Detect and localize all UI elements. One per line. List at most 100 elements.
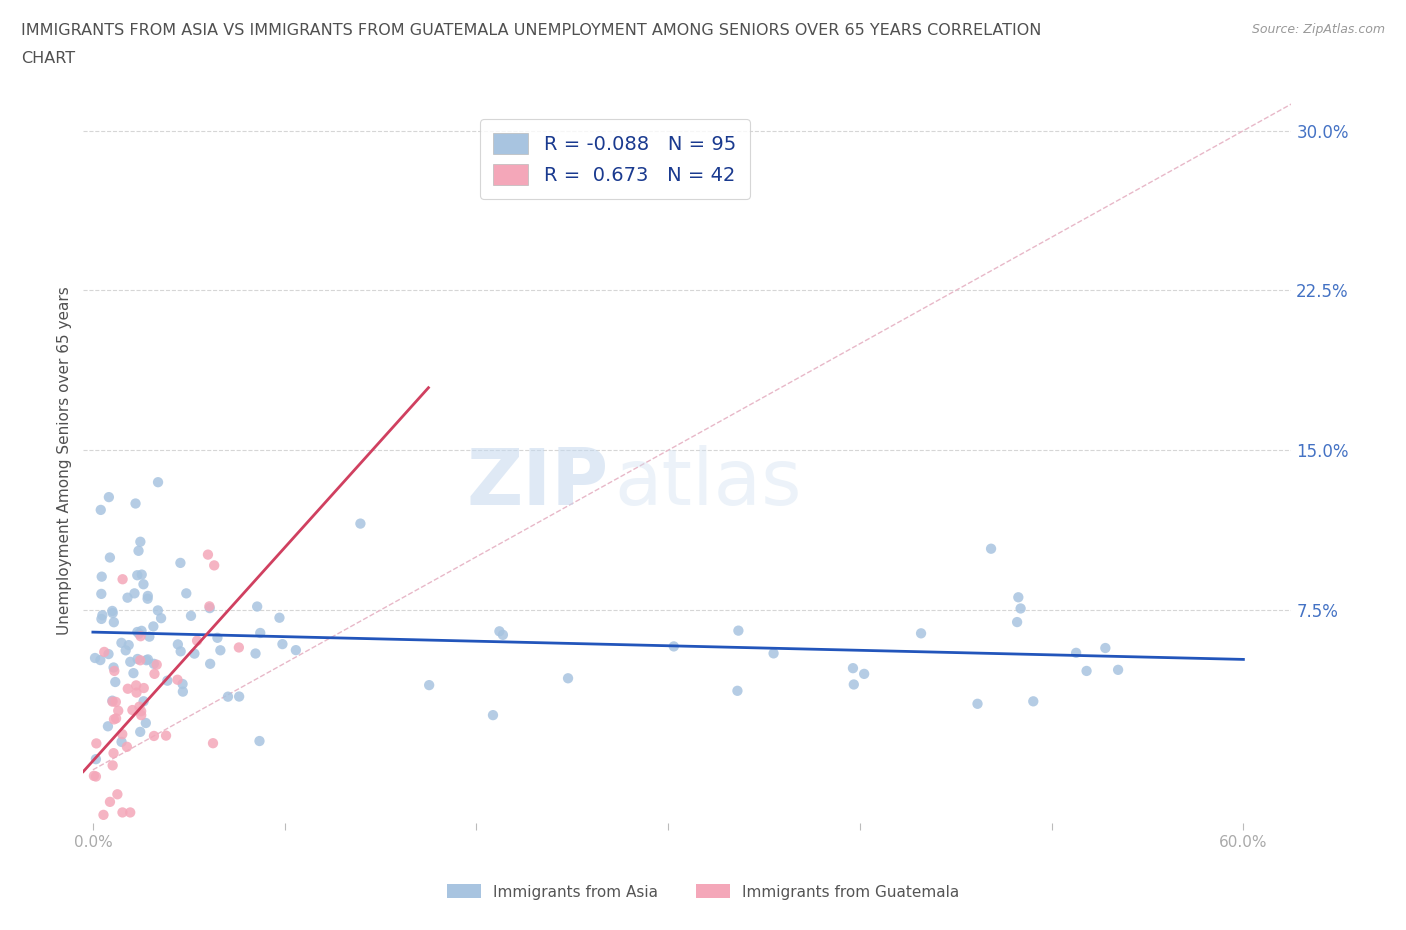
Point <box>91 608 114 623</box>
Point <box>725 684 748 698</box>
Point <box>172 684 194 699</box>
Point <box>169 555 191 570</box>
Point <box>136 589 159 604</box>
Point <box>1005 615 1028 630</box>
Point <box>122 666 145 681</box>
Point <box>111 572 134 587</box>
Point <box>249 734 271 749</box>
Point <box>117 682 139 697</box>
Point <box>105 787 128 802</box>
Point <box>103 663 125 678</box>
Point <box>121 702 143 717</box>
Point <box>90 569 112 584</box>
Point <box>135 715 157 730</box>
Point <box>662 639 685 654</box>
Point <box>129 724 152 739</box>
Point <box>107 703 129 718</box>
Point <box>132 681 155 696</box>
Point <box>146 603 169 618</box>
Point <box>101 605 124 620</box>
Point <box>155 728 177 743</box>
Point <box>120 805 142 820</box>
Point <box>284 643 307 658</box>
Point <box>124 496 146 511</box>
Point <box>269 610 291 625</box>
Point <box>97 719 120 734</box>
Point <box>86 736 108 751</box>
Point <box>145 658 167 672</box>
Point <box>84 651 107 666</box>
Point <box>117 591 139 605</box>
Point <box>90 611 112 626</box>
Point <box>97 646 120 661</box>
Point <box>96 869 118 883</box>
Point <box>103 660 125 675</box>
Point <box>142 619 165 634</box>
Point <box>482 708 505 723</box>
Point <box>90 587 112 602</box>
Point <box>89 653 111 668</box>
Point <box>207 631 229 645</box>
Point <box>1007 590 1029 604</box>
Point <box>209 643 232 658</box>
Point <box>217 689 239 704</box>
Point <box>492 628 515 643</box>
Point <box>135 653 157 668</box>
Point <box>249 626 271 641</box>
Point <box>125 678 148 693</box>
Point <box>110 735 132 750</box>
Point <box>127 568 149 583</box>
Point <box>128 543 150 558</box>
Point <box>1064 645 1087 660</box>
Point <box>103 615 125 630</box>
Point <box>169 644 191 658</box>
Point <box>118 638 141 653</box>
Point <box>167 637 190 652</box>
Point <box>93 644 115 659</box>
Point <box>156 673 179 688</box>
Point <box>129 535 152 550</box>
Point <box>84 769 107 784</box>
Legend: Immigrants from Asia, Immigrants from Guatemala: Immigrants from Asia, Immigrants from Gu… <box>441 878 965 906</box>
Point <box>166 672 188 687</box>
Point <box>111 805 134 820</box>
Point <box>183 646 205 661</box>
Point <box>84 751 107 766</box>
Point <box>83 768 105 783</box>
Point <box>129 629 152 644</box>
Point <box>143 667 166 682</box>
Point <box>557 671 579 685</box>
Text: IMMIGRANTS FROM ASIA VS IMMIGRANTS FROM GUATEMALA UNEMPLOYMENT AMONG SENIORS OVE: IMMIGRANTS FROM ASIA VS IMMIGRANTS FROM … <box>21 23 1042 38</box>
Point <box>124 586 146 601</box>
Point <box>966 697 988 711</box>
Point <box>980 541 1002 556</box>
Point <box>198 599 221 614</box>
Point <box>150 611 173 626</box>
Point <box>101 693 124 708</box>
Point <box>1022 694 1045 709</box>
Legend: R = -0.088   N = 95, R =  0.673   N = 42: R = -0.088 N = 95, R = 0.673 N = 42 <box>479 119 749 199</box>
Point <box>110 635 132 650</box>
Point <box>101 758 124 773</box>
Point <box>418 678 440 693</box>
Point <box>842 660 865 675</box>
Point <box>132 694 155 709</box>
Point <box>127 625 149 640</box>
Point <box>97 490 120 505</box>
Point <box>186 633 208 648</box>
Point <box>93 807 115 822</box>
Point <box>246 599 269 614</box>
Text: atlas: atlas <box>614 445 803 521</box>
Point <box>202 558 225 573</box>
Point <box>1076 663 1098 678</box>
Point <box>762 646 785 661</box>
Point <box>142 728 165 743</box>
Text: ZIP: ZIP <box>467 445 609 521</box>
Point <box>125 685 148 700</box>
Point <box>198 601 221 616</box>
Point <box>98 550 121 565</box>
Point <box>128 626 150 641</box>
Point <box>115 739 138 754</box>
Point <box>132 577 155 591</box>
Point <box>146 474 169 489</box>
